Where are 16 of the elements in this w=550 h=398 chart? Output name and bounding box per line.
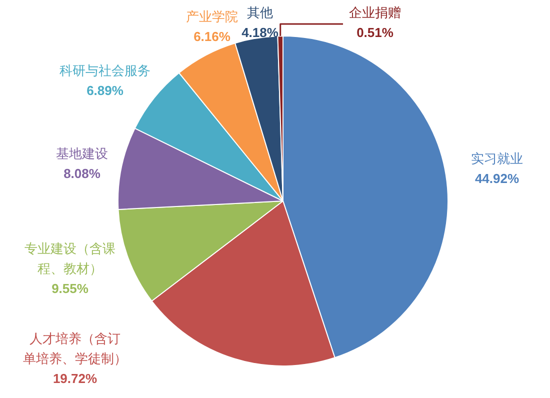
data-label: 19.72% xyxy=(52,371,98,386)
data-label: 4.18% xyxy=(242,25,279,40)
data-label: 6.16% xyxy=(194,29,231,44)
slice-label: 科研与社会服务 xyxy=(60,63,150,78)
data-label: 44.92% xyxy=(474,171,520,186)
slice-label: 基地建设 xyxy=(56,146,108,162)
slice-label: 实习就业 xyxy=(471,151,523,166)
data-label: 0.51% xyxy=(356,25,394,40)
slice-label: 其他 xyxy=(247,5,273,20)
slice-label: 专业建设（含课程、教材） xyxy=(24,241,116,276)
slice-label: 产业学院 xyxy=(186,9,238,24)
data-label: 8.08% xyxy=(64,166,101,182)
data-label: 6.89% xyxy=(86,83,124,98)
data-label: 9.55% xyxy=(52,281,89,296)
slice-label: 企业捐赠 xyxy=(349,5,401,20)
slice-label: 人才培养（含订单培养、学徒制） xyxy=(23,331,127,366)
